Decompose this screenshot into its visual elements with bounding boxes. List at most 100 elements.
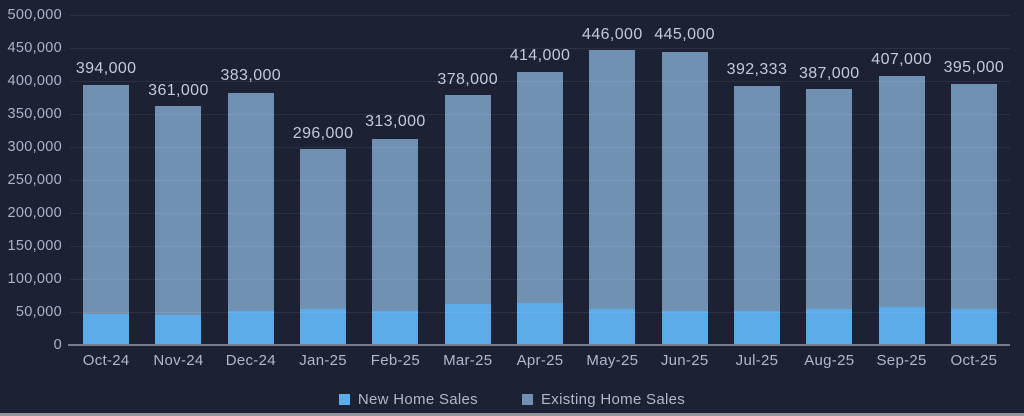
x-axis: Oct-24 Nov-24 Dec-24 Jan-25 Feb-25 Mar-25 Apr-…	[70, 352, 1010, 369]
x-axis-label: Mar-25	[443, 352, 493, 369]
bar-segment-new-home-sales[interactable]	[878, 307, 925, 345]
legend-swatch-existing-home-sales	[521, 394, 533, 405]
legend-item-existing-home-sales[interactable]: Existing Home Sales	[521, 391, 686, 408]
bar-column-aug-25: 387,000	[793, 15, 865, 345]
gridline	[70, 15, 1010, 16]
bar-column-oct-24: 394,000	[70, 15, 142, 345]
x-axis-label: Oct-25	[950, 352, 998, 369]
gridline	[70, 279, 1010, 280]
bar-total-label: 361,000	[148, 82, 209, 99]
y-axis-tick-label: 150,000	[7, 238, 62, 254]
bar-stack	[878, 76, 925, 345]
bar-total-label: 414,000	[509, 47, 571, 64]
bar-total-label: 446,000	[582, 26, 643, 43]
bar-segment-existing-home-sales[interactable]	[950, 84, 997, 309]
bar-total-label: 392,333	[726, 61, 788, 78]
bar-segment-new-home-sales[interactable]	[227, 311, 274, 345]
legend-label: New Home Sales	[357, 391, 478, 408]
gridline	[70, 312, 1010, 313]
x-axis-label: Nov-24	[153, 352, 204, 369]
bar-stack	[372, 139, 419, 345]
y-axis-tick-label: 500,000	[7, 7, 62, 23]
chart-legend: New Home Sales Existing Home Sales	[0, 391, 1024, 408]
bar-total-label: 378,000	[437, 71, 499, 88]
bar-segment-new-home-sales[interactable]	[733, 311, 780, 345]
bar-segment-new-home-sales[interactable]	[806, 309, 853, 345]
bar-stack	[300, 149, 347, 345]
x-axis-label: Apr-25	[516, 352, 564, 369]
bar-total-label: 383,000	[220, 67, 282, 84]
gridline	[70, 246, 1010, 247]
x-axis-label: Sep-25	[876, 352, 927, 369]
bar-segment-existing-home-sales[interactable]	[83, 85, 130, 314]
gridline	[70, 180, 1010, 181]
bar-stack	[950, 84, 997, 345]
bar-stack	[155, 106, 202, 345]
x-axis-label: Dec-24	[225, 352, 276, 369]
bar-column-may-25: 446,000	[576, 15, 648, 345]
x-axis-label: Oct-24	[82, 352, 130, 369]
y-axis-tick-label: 400,000	[7, 73, 62, 89]
bar-total-label: 313,000	[365, 113, 426, 130]
bar-segment-new-home-sales[interactable]	[661, 311, 708, 345]
legend-label: Existing Home Sales	[540, 391, 686, 408]
bar-segment-existing-home-sales[interactable]	[155, 106, 202, 315]
bar-stack	[661, 52, 708, 345]
bar-column-oct-25: 395,000	[938, 15, 1010, 345]
gridline	[70, 81, 1010, 82]
bar-segment-new-home-sales[interactable]	[517, 303, 564, 345]
x-axis-label: Feb-25	[370, 352, 421, 369]
bar-stack	[444, 95, 491, 345]
bar-column-feb-25: 313,000	[359, 15, 431, 345]
y-axis-tick-label: 250,000	[7, 172, 62, 188]
bar-column-jun-25: 445,000	[649, 15, 721, 345]
y-axis: 0 50,000 100,000 150,000 200,000 250,000 300,0…	[0, 7, 62, 353]
bar-segment-existing-home-sales[interactable]	[227, 93, 274, 311]
y-axis-tick-label: 100,000	[7, 271, 62, 287]
bar-stack	[806, 89, 853, 345]
bar-column-sep-25: 407,000	[865, 15, 937, 345]
bar-segment-new-home-sales[interactable]	[589, 309, 636, 345]
bar-segment-existing-home-sales[interactable]	[733, 86, 780, 311]
bar-segment-existing-home-sales[interactable]	[589, 50, 636, 309]
bar-segment-existing-home-sales[interactable]	[517, 72, 564, 303]
bar-segment-new-home-sales[interactable]	[83, 314, 130, 345]
y-axis-tick-label: 50,000	[15, 304, 62, 320]
bar-segment-new-home-sales[interactable]	[950, 309, 997, 345]
bar-segment-existing-home-sales[interactable]	[300, 149, 347, 309]
y-axis-tick-label: 300,000	[7, 139, 62, 155]
y-axis-tick-label: 450,000	[7, 40, 62, 56]
bar-segment-new-home-sales[interactable]	[155, 315, 202, 345]
gridline	[70, 213, 1010, 214]
legend-item-new-home-sales[interactable]: New Home Sales	[338, 391, 478, 408]
bar-segment-existing-home-sales[interactable]	[444, 95, 491, 304]
plot-area: 394,000 361,000 383,000 296,000 313,000 378,0…	[70, 15, 1010, 345]
y-axis-tick-label: 200,000	[7, 205, 62, 221]
bar-stack	[589, 50, 636, 345]
y-axis-tick-label: 0	[53, 337, 62, 353]
bar-total-label: 296,000	[292, 125, 354, 142]
x-axis-label: Aug-25	[804, 352, 855, 369]
bar-total-label: 394,000	[75, 60, 137, 77]
bar-column-jul-25: 392,333	[721, 15, 793, 345]
bar-total-label: 395,000	[943, 59, 1005, 76]
bar-total-label: 445,000	[654, 26, 715, 43]
bar-segment-existing-home-sales[interactable]	[661, 52, 708, 311]
bar-segment-new-home-sales[interactable]	[372, 311, 419, 345]
bar-stack	[733, 86, 780, 345]
bar-segment-existing-home-sales[interactable]	[806, 89, 853, 309]
gridline	[70, 48, 1010, 49]
bars-row: 394,000 361,000 383,000 296,000 313,000 378,0…	[70, 15, 1010, 345]
x-axis-label: May-25	[586, 352, 639, 369]
x-axis-label: Jul-25	[735, 352, 779, 369]
bar-stack	[517, 72, 564, 345]
window-bottom-edge	[0, 413, 1024, 416]
bar-segment-existing-home-sales[interactable]	[372, 139, 419, 311]
bar-segment-new-home-sales[interactable]	[444, 304, 491, 345]
bar-segment-existing-home-sales[interactable]	[878, 76, 925, 307]
bar-column-dec-24: 383,000	[215, 15, 287, 345]
gridline	[70, 147, 1010, 148]
x-axis-baseline	[68, 344, 1010, 346]
bar-segment-new-home-sales[interactable]	[300, 309, 347, 345]
x-axis-label: Jun-25	[660, 352, 709, 369]
